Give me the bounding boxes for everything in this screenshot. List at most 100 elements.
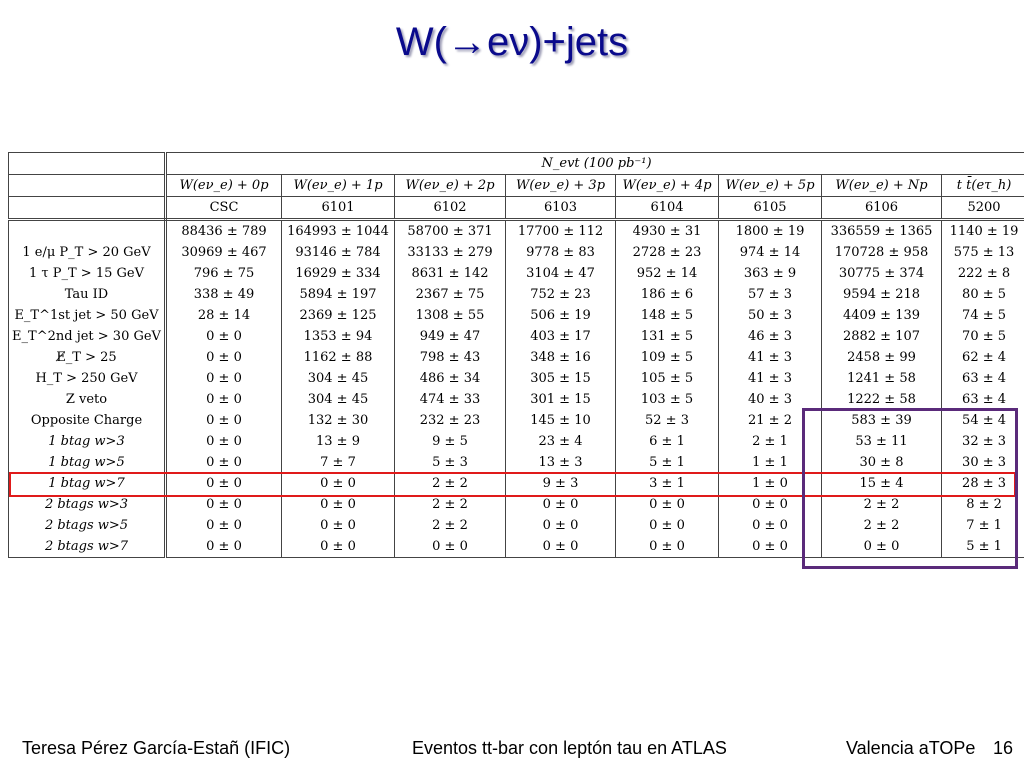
table-cell: 348 ± 16 [505,347,616,368]
table-cell: 974 ± 14 [718,242,822,263]
cut-label [8,219,167,242]
table-cell: 74 ± 5 [940,305,1024,326]
table-cell: 752 ± 23 [505,284,616,305]
table-cell: 5 ± 3 [394,452,506,473]
footer-page-number: 16 [993,738,1014,758]
column-header: t t̄(eτ_h) [940,174,1024,197]
slide-title: W(→eν)+jets [395,20,629,64]
table-cell: 6 ± 1 [615,431,719,452]
table-cell: 132 ± 30 [281,410,395,431]
table-cell: 41 ± 3 [718,347,822,368]
table-cell: 232 ± 23 [394,410,506,431]
dataset-id: 6101 [281,196,395,221]
cut-label: 1 btag w>5 [8,452,167,473]
dataset-row: CSC 6101 6102 6103 6104 6105 6106 5200 [8,196,1024,221]
table-cell: 338 ± 49 [165,284,282,305]
cut-label: 1 τ P_T > 15 GeV [8,263,167,284]
table-cell: 30775 ± 374 [821,263,942,284]
table-cell: 0 ± 0 [505,515,616,536]
table-cell: 2 ± 2 [821,494,942,515]
table-cell: 0 ± 0 [165,431,282,452]
table-cell: 88436 ± 789 [165,219,282,242]
table-cell: 13 ± 3 [505,452,616,473]
table-cell: 301 ± 15 [505,389,616,410]
table-cell: 0 ± 0 [165,410,282,431]
table-cell: 186 ± 6 [615,284,719,305]
table-cell: 145 ± 10 [505,410,616,431]
table-cell: 0 ± 0 [165,368,282,389]
table-cell: 52 ± 3 [615,410,719,431]
table-cell: 7 ± 7 [281,452,395,473]
column-header: W(eν_e) + 5p [718,174,822,197]
table-cell: 0 ± 0 [165,515,282,536]
table-cell: 32 ± 3 [940,431,1024,452]
dataset-id: 6102 [394,196,506,221]
table-cell: 148 ± 5 [615,305,719,326]
table-cell: 28 ± 3 [940,473,1024,494]
table-cell: 1800 ± 19 [718,219,822,242]
table-row: 1 e/μ P_T > 20 GeV 30969 ± 467 93146 ± 784… [8,242,1024,263]
table-cell: 0 ± 0 [165,389,282,410]
event-count-table: N_evt (100 pb⁻¹) W(eν_e) + 0p W(eν_e) + 1p… [8,152,1024,558]
table-cell: 30 ± 3 [940,452,1024,473]
table-cell: 9778 ± 83 [505,242,616,263]
table-cell: 949 ± 47 [394,326,506,347]
table-cell: 222 ± 8 [940,263,1024,284]
table-cell: 3104 ± 47 [505,263,616,284]
table-cell: 363 ± 9 [718,263,822,284]
table-cell: 403 ± 17 [505,326,616,347]
table-cell: 30969 ± 467 [165,242,282,263]
table-cell: 0 ± 0 [165,347,282,368]
header-row-nevt: N_evt (100 pb⁻¹) [8,152,1024,175]
table-cell: 2 ± 2 [394,473,506,494]
dataset-label: CSC [165,196,282,221]
cut-label: Z veto [8,389,167,410]
table-cell: 33133 ± 279 [394,242,506,263]
table-cell: 0 ± 0 [281,536,395,558]
table-cell: 0 ± 0 [505,494,616,515]
table-cell: 0 ± 0 [505,536,616,558]
column-header: W(eν_e) + 1p [281,174,395,197]
table-cell: 304 ± 45 [281,389,395,410]
column-header: W(eν_e) + 0p [165,174,282,197]
table-cell: 1241 ± 58 [821,368,942,389]
table-cell: 2882 ± 107 [821,326,942,347]
dataset-id: 6103 [505,196,616,221]
table-cell: 8631 ± 142 [394,263,506,284]
table-cell: 46 ± 3 [718,326,822,347]
table-row: Tau ID 338 ± 49 5894 ± 197 2367 ± 75 752 ± 2… [8,284,1024,305]
table-cell: 0 ± 0 [165,536,282,558]
cut-label: Opposite Charge [8,410,167,431]
table-row: 88436 ± 789 164993 ± 1044 58700 ± 371 17700… [8,219,1024,242]
table-cell: 2369 ± 125 [281,305,395,326]
table-cell: 0 ± 0 [165,326,282,347]
table-cell: 164993 ± 1044 [281,219,395,242]
table-row: Opposite Charge 0 ± 0 132 ± 30 232 ± 23 145 … [8,410,1024,431]
table-cell: 21 ± 2 [718,410,822,431]
table-cell: 583 ± 39 [821,410,942,431]
table-cell: 131 ± 5 [615,326,719,347]
cut-label: E_T^1st jet > 50 GeV [8,305,167,326]
table-cell: 57 ± 3 [718,284,822,305]
table-cell: 5894 ± 197 [281,284,395,305]
dataset-id: 5200 [940,196,1024,221]
table-cell: 506 ± 19 [505,305,616,326]
table-cell: 0 ± 0 [281,494,395,515]
table-cell: 16929 ± 334 [281,263,395,284]
table-cell: 2 ± 2 [394,515,506,536]
table-cell: 0 ± 0 [281,515,395,536]
cut-label: 2 btags w>7 [8,536,167,558]
cut-label: Tau ID [8,284,167,305]
table-cell: 28 ± 14 [165,305,282,326]
table-row: E_T^2nd jet > 30 GeV 0 ± 0 1353 ± 94 949 ± … [8,326,1024,347]
table-cell: 3 ± 1 [615,473,719,494]
table-cell: 63 ± 4 [940,368,1024,389]
footer-talk-title: Eventos tt-bar con leptón tau en ATLAS [412,738,727,758]
table-cell: 0 ± 0 [165,452,282,473]
table-cell: 0 ± 0 [718,536,822,558]
dataset-id: 6105 [718,196,822,221]
table-cell: 50 ± 3 [718,305,822,326]
cut-label: 2 btags w>5 [8,515,167,536]
